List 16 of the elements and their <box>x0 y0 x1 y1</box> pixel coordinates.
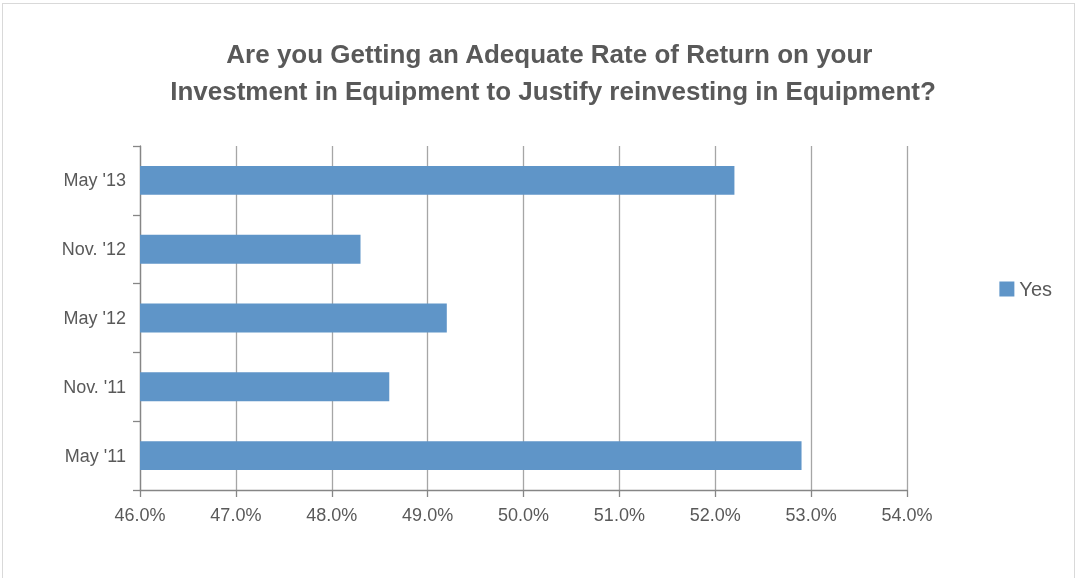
y-tick-label: Nov. '11 <box>63 376 126 397</box>
x-tick-label: 52.0% <box>689 505 741 525</box>
x-tick-label: 54.0% <box>881 505 933 525</box>
x-tick-label: 49.0% <box>402 505 454 525</box>
y-tick-label: Nov. '12 <box>61 239 126 260</box>
x-tick-label: 48.0% <box>306 505 358 525</box>
x-tick-label: 51.0% <box>593 505 645 525</box>
y-tick-label: May '13 <box>63 170 126 191</box>
y-tick-label: May '12 <box>63 308 126 328</box>
x-tick-label: 46.0% <box>114 505 166 525</box>
y-tick-label: May '11 <box>64 445 126 466</box>
x-tick-label: 50.0% <box>497 505 550 525</box>
x-tick-label: 47.0% <box>210 505 262 525</box>
legend-label: Yes <box>1019 278 1053 300</box>
x-tick-label: 53.0% <box>785 505 837 525</box>
chart-title: Are you Getting an Adequate Rate of Return on your Investment in Equipment to Justify reinvesting in Equipment? <box>170 38 936 106</box>
